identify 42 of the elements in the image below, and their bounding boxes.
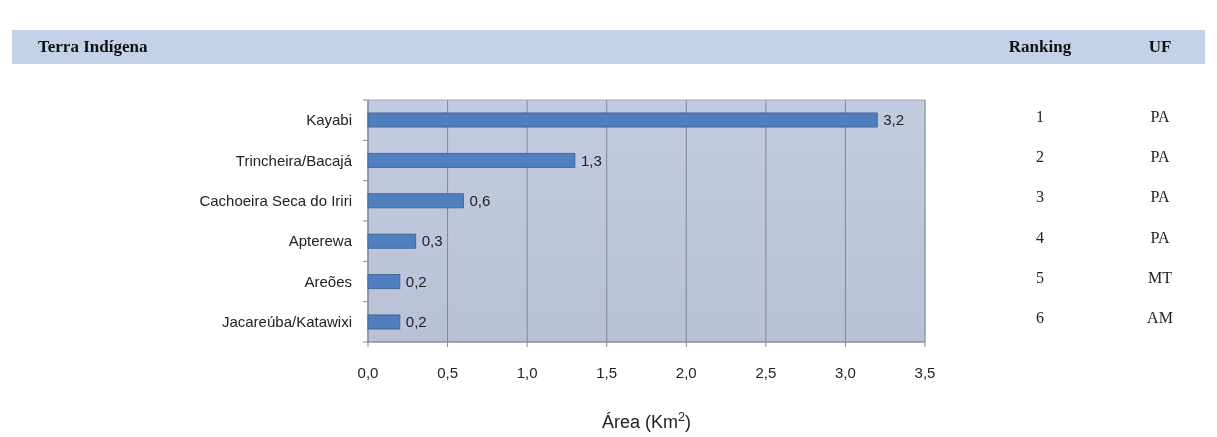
bar: [367, 193, 464, 209]
y-tick-label: Trincheira/Bacajá: [235, 151, 353, 169]
y-tick-label: Cachoeira Seca do Iriri: [199, 192, 352, 210]
y-tick-label: Areões: [304, 272, 352, 290]
text: 1: [1036, 107, 1044, 125]
y-tick-label: Jacareúba/Katawixi: [221, 313, 352, 331]
data-label: 0,2: [405, 313, 427, 331]
text: Terra Indígena: [38, 37, 148, 56]
text: MT: [1148, 269, 1173, 287]
bar: [367, 233, 417, 249]
x-tick-label: 3,5: [914, 364, 936, 381]
data-label: 0,2: [405, 272, 427, 290]
x-tick-label: 2,0: [675, 364, 697, 381]
x-tick-label: 1,0: [516, 364, 538, 381]
text: 5: [1036, 269, 1044, 287]
text: UF: [1148, 37, 1172, 56]
text: Ranking: [1008, 37, 1072, 56]
x-tick-label: 0,5: [437, 364, 458, 381]
data-label: 3,2: [883, 111, 905, 129]
x-axis-title: Área (Km$^{2}$): [601, 410, 692, 432]
x-tick-label: 3,0: [835, 364, 856, 381]
text: 6: [1036, 309, 1044, 327]
x-tick-label: 0,0: [357, 364, 379, 381]
x-tick-label: 1,5: [596, 364, 618, 381]
text: 3: [1036, 188, 1044, 206]
text: PA: [1150, 188, 1170, 206]
bar: [367, 314, 401, 330]
text: PA: [1150, 107, 1170, 125]
bar: [367, 112, 878, 128]
bar: [367, 152, 576, 168]
bar: [367, 274, 401, 290]
y-tick-label: Kayabi: [306, 111, 352, 129]
data-label: 0,3: [421, 232, 443, 250]
y-tick-label: Apterewa: [288, 232, 353, 250]
text: PA: [1150, 228, 1170, 246]
data-label: 1,3: [580, 151, 602, 169]
text: 4: [1036, 228, 1044, 246]
data-label: 0,6: [469, 192, 491, 210]
x-tick-label: 2,5: [755, 364, 777, 381]
text: PA: [1150, 148, 1170, 166]
text: AM: [1147, 309, 1173, 327]
text: 2: [1036, 148, 1044, 166]
